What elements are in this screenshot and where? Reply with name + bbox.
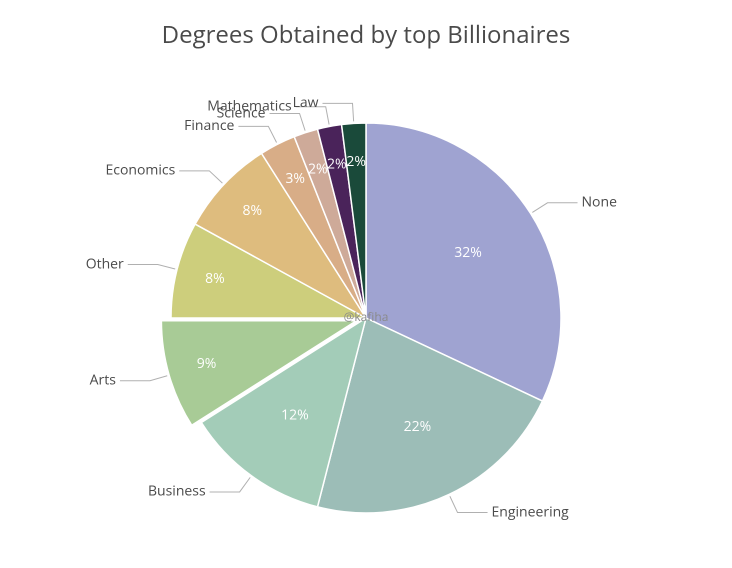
slice-category-label: Business xyxy=(148,482,206,501)
slice-category-label: Law xyxy=(293,93,319,112)
slice-category-label: Mathematics xyxy=(207,97,292,116)
leader-line xyxy=(238,126,276,142)
slice-percent-label: 12% xyxy=(281,406,309,425)
slice-percent-label: 2% xyxy=(346,152,366,171)
slice-percent-label: 32% xyxy=(454,243,482,262)
watermark: @kafiha xyxy=(344,308,389,325)
leader-line xyxy=(270,114,306,131)
slice-category-label: Arts xyxy=(90,371,117,390)
slice-percent-label: 2% xyxy=(308,159,328,178)
leader-line xyxy=(179,171,222,183)
slice-percent-label: 22% xyxy=(404,417,432,436)
slice-percent-label: 8% xyxy=(205,269,225,288)
slice-percent-label: 3% xyxy=(285,169,305,188)
slice-percent-label: 2% xyxy=(327,155,347,174)
slice-category-label: None xyxy=(582,193,618,212)
pie-chart: 32% None 22% Engineering 12% Business 9% Arts 8%… xyxy=(0,0,732,568)
leader-line xyxy=(128,265,175,269)
slice-percent-label: 9% xyxy=(197,354,217,373)
leader-line xyxy=(120,376,167,381)
leader-line xyxy=(532,203,577,213)
leader-line xyxy=(450,496,488,512)
slice-percent-label: 8% xyxy=(242,201,262,220)
slice-category-label: Other xyxy=(86,254,124,273)
slice-category-label: Economics xyxy=(105,161,175,180)
slice-category-label: Engineering xyxy=(492,502,570,521)
leader-line xyxy=(210,477,251,492)
